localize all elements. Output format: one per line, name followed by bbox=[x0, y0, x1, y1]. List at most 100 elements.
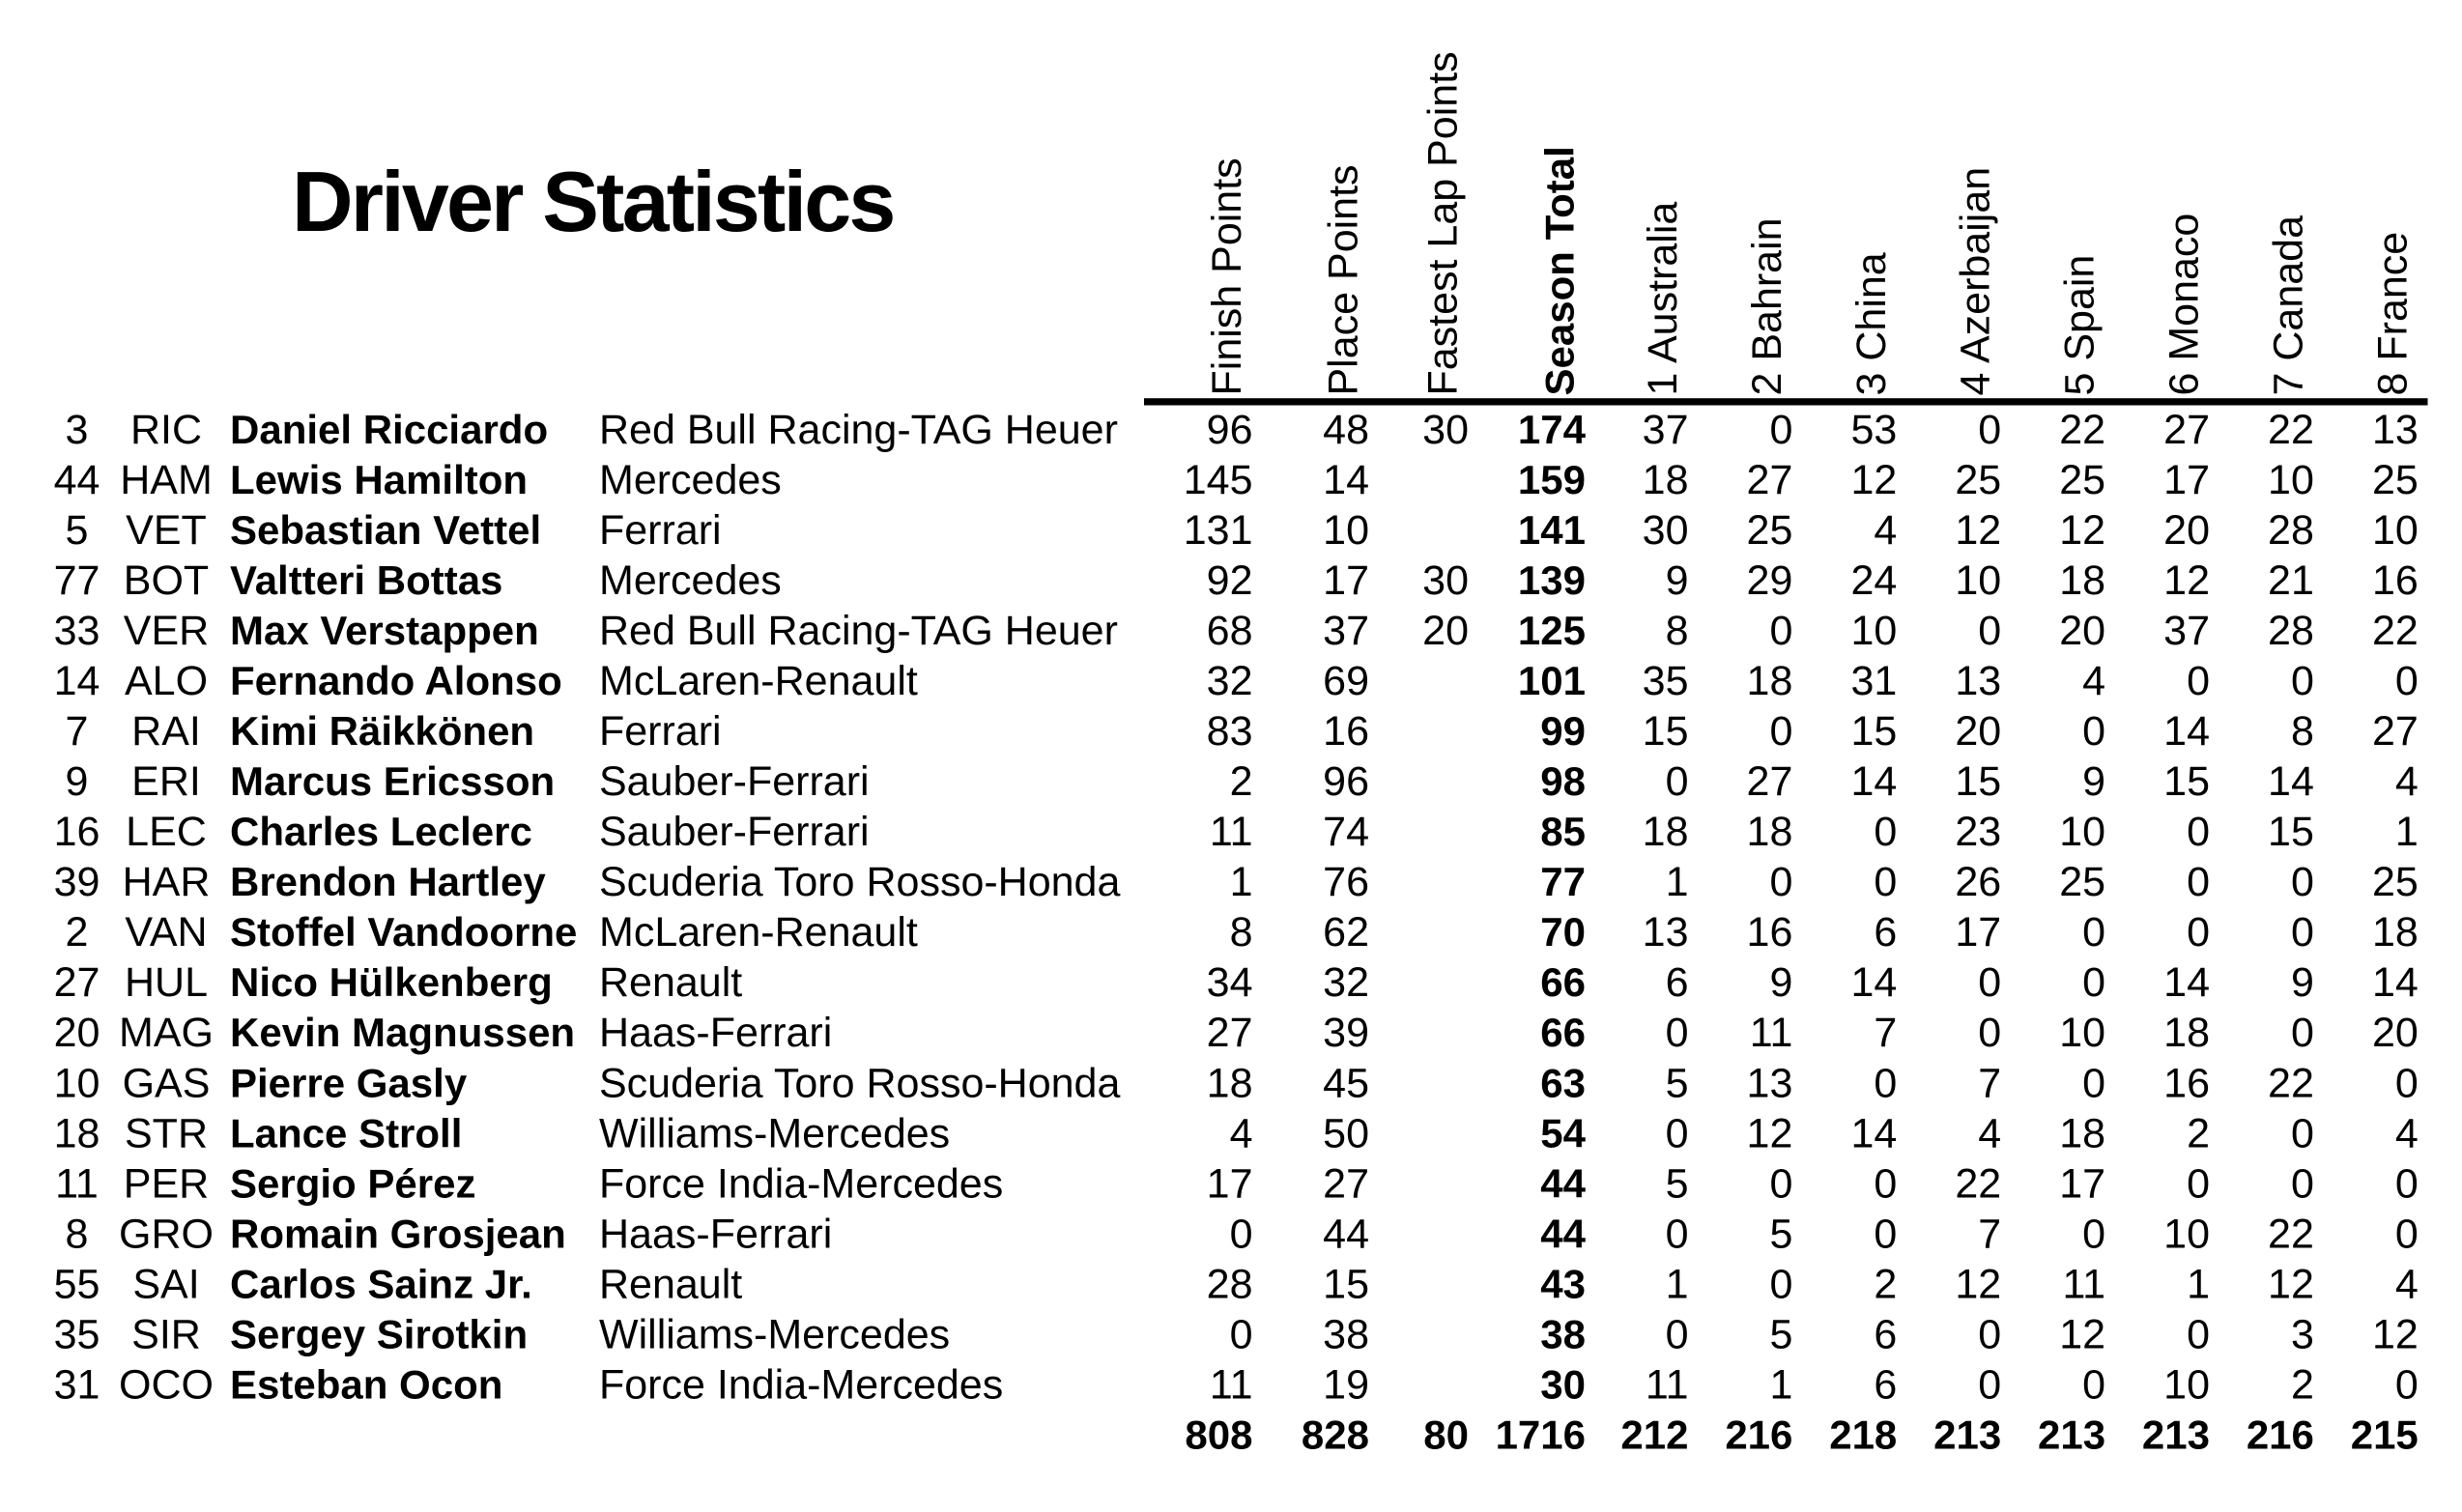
svg-text:Charles Leclerc: Charles Leclerc bbox=[230, 809, 532, 854]
svg-text:32: 32 bbox=[1207, 658, 1253, 704]
svg-text:54: 54 bbox=[1540, 1110, 1586, 1155]
svg-text:10: 10 bbox=[2372, 507, 2419, 554]
svg-text:30: 30 bbox=[1422, 557, 1469, 604]
svg-text:48: 48 bbox=[1323, 407, 1369, 453]
svg-text:9: 9 bbox=[2082, 758, 2105, 805]
svg-text:0: 0 bbox=[2082, 708, 2105, 755]
svg-text:21: 21 bbox=[2268, 557, 2314, 604]
svg-text:MAG: MAG bbox=[119, 1010, 214, 1056]
svg-text:215: 215 bbox=[2351, 1412, 2419, 1457]
svg-text:2: 2 bbox=[1874, 1261, 1897, 1307]
svg-text:2: 2 bbox=[2187, 1110, 2210, 1156]
svg-text:18: 18 bbox=[2163, 1010, 2210, 1056]
svg-text:Haas-Ferrari: Haas-Ferrari bbox=[599, 1211, 832, 1257]
svg-text:27: 27 bbox=[2372, 708, 2419, 755]
svg-text:53: 53 bbox=[1850, 407, 1897, 453]
svg-text:Fernando Alonso: Fernando Alonso bbox=[230, 658, 562, 703]
svg-text:96: 96 bbox=[1207, 407, 1253, 453]
svg-text:15: 15 bbox=[2163, 758, 2210, 805]
svg-text:0: 0 bbox=[2291, 1160, 2314, 1207]
svg-text:4 Azerbaijan: 4 Azerbaijan bbox=[1953, 167, 1999, 396]
svg-text:0: 0 bbox=[2395, 1361, 2419, 1408]
svg-text:66: 66 bbox=[1540, 1010, 1586, 1055]
svg-text:0: 0 bbox=[1666, 758, 1689, 805]
svg-text:24: 24 bbox=[1850, 557, 1897, 604]
svg-text:3: 3 bbox=[66, 407, 89, 453]
svg-text:28: 28 bbox=[1207, 1261, 1253, 1307]
svg-text:0: 0 bbox=[1978, 1010, 2001, 1056]
svg-text:Nico Hülkenberg: Nico Hülkenberg bbox=[230, 959, 553, 1005]
svg-text:9: 9 bbox=[2291, 959, 2314, 1006]
svg-text:1: 1 bbox=[1666, 1261, 1689, 1307]
svg-text:RIC: RIC bbox=[130, 407, 202, 453]
svg-text:Daniel Ricciardo: Daniel Ricciardo bbox=[230, 407, 548, 452]
svg-text:14: 14 bbox=[1323, 457, 1369, 503]
svg-text:22: 22 bbox=[2059, 407, 2105, 453]
svg-text:96: 96 bbox=[1323, 758, 1369, 805]
svg-text:55: 55 bbox=[54, 1261, 100, 1307]
svg-text:3: 3 bbox=[2291, 1311, 2314, 1357]
svg-text:18: 18 bbox=[1643, 809, 1689, 855]
svg-text:16: 16 bbox=[2163, 1060, 2210, 1106]
svg-text:1: 1 bbox=[2187, 1261, 2210, 1307]
svg-text:Williams-Mercedes: Williams-Mercedes bbox=[599, 1110, 950, 1156]
svg-text:HAM: HAM bbox=[120, 457, 213, 503]
svg-text:Carlos Sainz Jr.: Carlos Sainz Jr. bbox=[230, 1261, 532, 1306]
svg-text:Scuderia Toro Rosso-Honda: Scuderia Toro Rosso-Honda bbox=[599, 859, 1120, 905]
svg-text:Stoffel Vandoorne: Stoffel Vandoorne bbox=[230, 909, 577, 955]
svg-text:0: 0 bbox=[1769, 1160, 1792, 1207]
svg-text:STR: STR bbox=[125, 1110, 208, 1156]
svg-text:2: 2 bbox=[2291, 1361, 2314, 1408]
svg-text:0: 0 bbox=[2082, 1211, 2105, 1257]
svg-text:18: 18 bbox=[2059, 557, 2105, 604]
svg-text:10: 10 bbox=[1323, 507, 1369, 554]
svg-text:23: 23 bbox=[1955, 809, 2001, 855]
svg-text:Red Bull Racing-TAG Heuer: Red Bull Racing-TAG Heuer bbox=[599, 608, 1118, 654]
svg-text:9: 9 bbox=[66, 758, 89, 805]
svg-text:0: 0 bbox=[2291, 909, 2314, 956]
svg-text:Valtteri Bottas: Valtteri Bottas bbox=[230, 557, 502, 603]
svg-text:6: 6 bbox=[1666, 959, 1689, 1006]
svg-text:7: 7 bbox=[66, 708, 89, 755]
svg-text:0: 0 bbox=[1874, 1060, 1897, 1106]
svg-text:0: 0 bbox=[1666, 1010, 1689, 1056]
svg-text:Sauber-Ferrari: Sauber-Ferrari bbox=[599, 758, 870, 805]
svg-text:27: 27 bbox=[1323, 1160, 1369, 1207]
svg-text:Force India-Mercedes: Force India-Mercedes bbox=[599, 1361, 1003, 1408]
svg-text:ALO: ALO bbox=[125, 658, 208, 704]
svg-text:Marcus Ericsson: Marcus Ericsson bbox=[230, 758, 555, 804]
svg-text:0: 0 bbox=[2082, 959, 2105, 1006]
svg-text:Lewis Hamilton: Lewis Hamilton bbox=[230, 457, 528, 502]
svg-text:HAR: HAR bbox=[123, 859, 211, 905]
svg-text:27: 27 bbox=[54, 959, 100, 1006]
svg-text:69: 69 bbox=[1323, 658, 1369, 704]
svg-text:3 China: 3 China bbox=[1848, 252, 1895, 395]
svg-text:27: 27 bbox=[2163, 407, 2210, 453]
svg-text:20: 20 bbox=[54, 1010, 100, 1056]
svg-text:SIR: SIR bbox=[131, 1311, 201, 1357]
svg-text:5 Spain: 5 Spain bbox=[2057, 255, 2104, 396]
svg-text:32: 32 bbox=[1323, 959, 1369, 1006]
svg-text:Kevin Magnussen: Kevin Magnussen bbox=[230, 1010, 575, 1055]
svg-text:14: 14 bbox=[1850, 959, 1897, 1006]
svg-text:0: 0 bbox=[2291, 1110, 2314, 1156]
svg-text:62: 62 bbox=[1323, 909, 1369, 956]
svg-text:Place Points: Place Points bbox=[1321, 164, 1367, 395]
svg-text:15: 15 bbox=[1323, 1261, 1369, 1307]
svg-text:38: 38 bbox=[1540, 1311, 1586, 1356]
svg-text:12: 12 bbox=[1955, 1261, 2001, 1307]
svg-text:11: 11 bbox=[55, 1160, 99, 1207]
svg-text:101: 101 bbox=[1518, 658, 1586, 703]
svg-text:Williams-Mercedes: Williams-Mercedes bbox=[599, 1311, 950, 1357]
svg-text:16: 16 bbox=[1747, 909, 1793, 956]
svg-text:12: 12 bbox=[2059, 507, 2105, 554]
svg-text:Ferrari: Ferrari bbox=[599, 507, 722, 554]
svg-text:10: 10 bbox=[2163, 1361, 2210, 1408]
svg-text:83: 83 bbox=[1207, 708, 1253, 755]
svg-text:0: 0 bbox=[1874, 1160, 1897, 1207]
svg-text:14: 14 bbox=[2268, 758, 2314, 805]
svg-text:12: 12 bbox=[1955, 507, 2001, 554]
svg-text:6: 6 bbox=[1874, 909, 1897, 956]
svg-text:BOT: BOT bbox=[124, 557, 209, 604]
svg-text:80: 80 bbox=[1423, 1412, 1469, 1457]
